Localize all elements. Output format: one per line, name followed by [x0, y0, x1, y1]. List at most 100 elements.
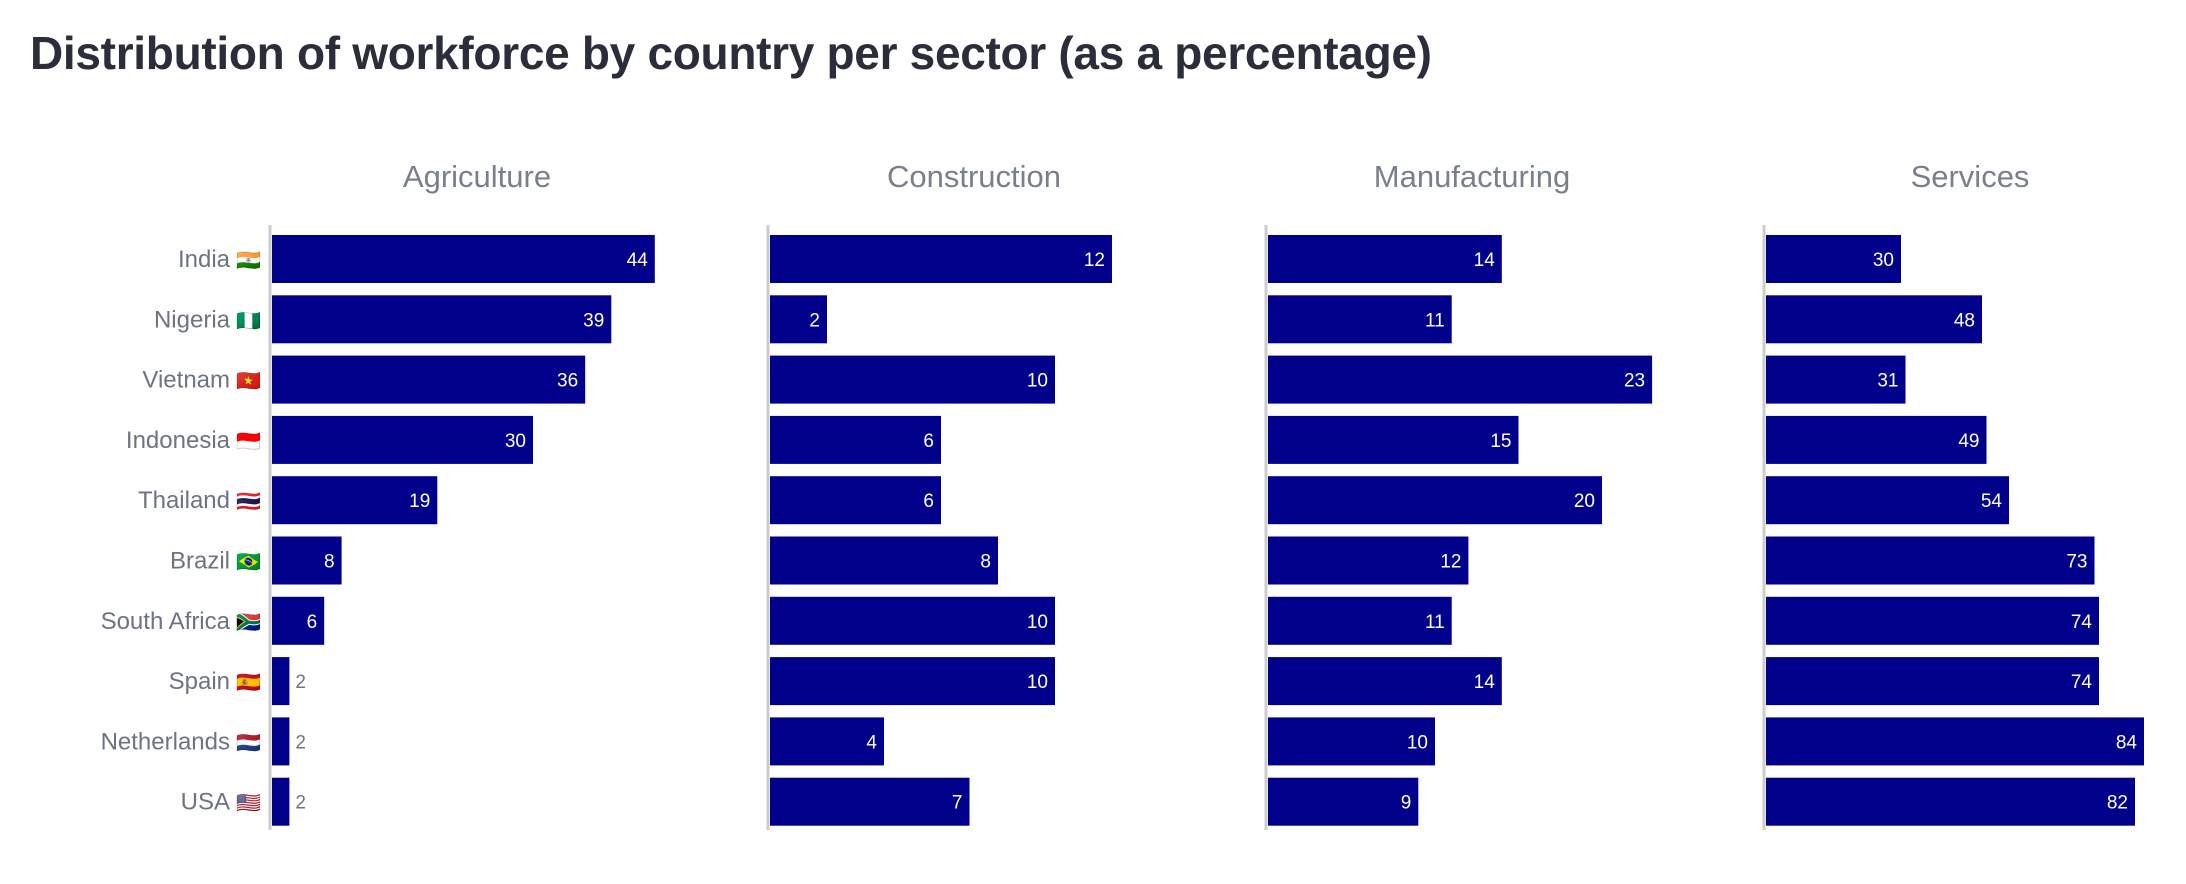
data-label: 84	[2116, 732, 2138, 753]
data-label: 8	[980, 552, 991, 573]
panel-title: Services	[1911, 159, 2030, 194]
data-label: 10	[1407, 732, 1428, 753]
country-label: India	[178, 246, 231, 273]
data-label: 2	[295, 793, 306, 814]
data-label: 49	[1958, 431, 1979, 452]
data-label: 10	[1027, 612, 1048, 633]
country-flag-icon: 🇺🇸	[236, 793, 261, 815]
data-label: 39	[583, 310, 604, 331]
country-label-group: Spain 🇪🇸	[169, 668, 261, 695]
sector-panel-construction: Construction 12 2 10 6 6 8 10 10 4 7	[766, 159, 1112, 830]
bar	[1268, 657, 1502, 706]
data-label: 2	[295, 732, 306, 753]
bar	[272, 717, 290, 766]
country-label-group: Brazil 🇧🇷	[170, 548, 261, 575]
bar	[1268, 355, 1653, 404]
data-label: 6	[923, 491, 934, 512]
bar	[770, 717, 884, 766]
country-flag-icon: 🇪🇸	[236, 672, 261, 694]
bar	[1766, 235, 1901, 283]
data-label: 74	[2071, 672, 2093, 693]
country-label-group: Indonesia 🇮🇩	[126, 427, 261, 454]
sector-panel-services: Services 30 48 31 49 54 73 74 74 84 82	[1762, 159, 2144, 830]
bar	[1766, 536, 2095, 585]
country-label: Nigeria	[154, 306, 231, 333]
data-label: 14	[1474, 672, 1496, 693]
data-label: 54	[1981, 491, 2003, 512]
bar	[1766, 777, 2135, 826]
bar	[1268, 295, 1452, 344]
country-label-group: India 🇮🇳	[178, 246, 261, 273]
data-label: 7	[952, 793, 963, 814]
panel-title: Manufacturing	[1374, 159, 1570, 194]
country-label-group: Thailand 🇹🇭	[138, 487, 261, 514]
bar	[272, 657, 290, 706]
bar	[272, 476, 438, 525]
bar	[1268, 717, 1435, 766]
bar	[1766, 476, 2009, 525]
country-label: Thailand	[138, 487, 230, 514]
bar	[770, 657, 1055, 706]
data-label: 23	[1624, 371, 1645, 392]
data-label: 2	[295, 672, 306, 693]
sector-panel-agriculture: Agriculture 44 39 36 30 19 8 6 2 2 2	[268, 159, 655, 830]
data-label: 36	[557, 371, 578, 392]
country-label-group: USA 🇺🇸	[181, 789, 261, 816]
country-label: South Africa	[101, 608, 231, 635]
country-label-group: Netherlands 🇳🇱	[101, 728, 261, 755]
country-flag-icon: 🇮🇩	[236, 431, 261, 453]
data-label: 14	[1474, 250, 1496, 271]
country-flag-icon: 🇧🇷	[236, 552, 261, 574]
country-flag-icon: 🇿🇦	[236, 612, 261, 634]
bar	[272, 415, 533, 464]
bar	[272, 536, 342, 585]
data-label: 4	[866, 732, 877, 753]
data-label: 6	[923, 431, 934, 452]
country-label: Vietnam	[142, 367, 230, 394]
data-label: 12	[1440, 552, 1461, 573]
bar	[770, 476, 941, 525]
country-label: Indonesia	[126, 427, 231, 454]
country-flag-icon: 🇻🇳	[236, 371, 261, 393]
bar	[1268, 235, 1502, 283]
bar	[770, 596, 1055, 645]
bar	[272, 777, 290, 826]
data-label: 2	[809, 310, 820, 331]
bar	[770, 295, 827, 344]
bar	[1766, 657, 2099, 706]
data-label: 30	[505, 431, 526, 452]
bar	[1268, 476, 1602, 525]
bar	[272, 596, 325, 645]
country-label-group: Vietnam 🇻🇳	[142, 367, 261, 394]
country-flag-icon: 🇳🇬	[236, 310, 261, 332]
data-label: 19	[409, 491, 430, 512]
bar	[1766, 295, 1982, 344]
data-label: 11	[1425, 310, 1445, 331]
country-flag-icon: 🇳🇱	[236, 732, 261, 754]
bar	[770, 235, 1112, 283]
bar	[1268, 536, 1469, 585]
data-label: 15	[1490, 431, 1511, 452]
data-label: 74	[2071, 612, 2093, 633]
panel-title: Agriculture	[403, 159, 551, 194]
bar	[1268, 777, 1419, 826]
data-label: 8	[324, 552, 335, 573]
country-flag-icon: 🇮🇳	[236, 250, 261, 272]
data-label: 10	[1027, 672, 1048, 693]
bar	[1766, 355, 1906, 404]
bar	[770, 536, 998, 585]
panel-title: Construction	[887, 159, 1061, 194]
bar	[770, 777, 970, 826]
bar	[1766, 717, 2144, 766]
bar	[1268, 415, 1519, 464]
bar	[770, 355, 1055, 404]
chart-title: Distribution of workforce by country per…	[30, 27, 1432, 79]
data-label: 82	[2107, 793, 2128, 814]
bar	[1268, 596, 1452, 645]
data-label: 11	[1425, 612, 1445, 633]
country-label: Spain	[169, 668, 230, 695]
data-label: 30	[1873, 250, 1894, 271]
country-label-group: Nigeria 🇳🇬	[154, 306, 261, 333]
data-label: 31	[1877, 371, 1898, 392]
